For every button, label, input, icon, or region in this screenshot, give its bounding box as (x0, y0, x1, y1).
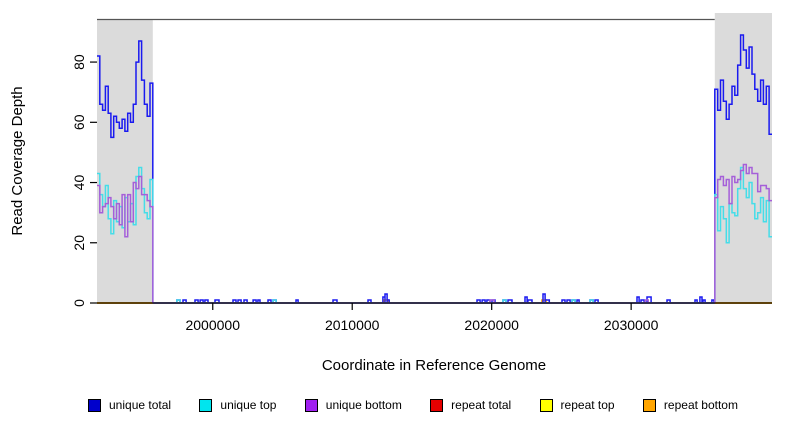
legend-label: unique total (109, 398, 172, 412)
legend-item: unique total (88, 398, 171, 412)
legend-swatch-icon (539, 398, 553, 412)
legend: unique total unique top unique bottom repea… (88, 398, 738, 412)
legend-item: unique top (199, 398, 276, 412)
y-tick-label: 20 (71, 235, 87, 251)
axes: 2000000 2010000 2020000 2030000 0 20 40 60 80 (71, 54, 772, 333)
series-unique-total (97, 34, 772, 304)
x-axis-title: Coordinate in Reference Genome (322, 357, 546, 374)
legend-swatch-icon (199, 398, 213, 412)
legend-label: unique top (220, 398, 277, 412)
legend-label: repeat bottom (663, 398, 738, 412)
legend-item: unique bottom (304, 398, 402, 412)
legend-swatch-icon (430, 398, 444, 412)
legend-swatch-icon (88, 398, 101, 412)
series-unique-bottom (97, 163, 772, 304)
legend-label: repeat top (560, 398, 615, 412)
shaded-region-left (97, 19, 153, 303)
y-tick-label: 60 (71, 114, 87, 130)
legend-swatch-icon (304, 398, 318, 412)
x-tick-label: 2010000 (325, 317, 380, 333)
legend-label: repeat total (451, 398, 512, 412)
y-tick-label: 80 (71, 54, 87, 70)
x-tick-label: 2000000 (185, 317, 240, 333)
series-lines (97, 34, 772, 304)
x-tick-label: 2030000 (604, 317, 659, 333)
y-tick-label: 0 (71, 299, 87, 307)
x-tick-label: 2020000 (464, 317, 519, 333)
y-tick-label: 40 (71, 175, 87, 191)
legend-item: repeat bottom (642, 398, 738, 412)
y-axis-title: Read Coverage Depth (9, 86, 26, 235)
legend-item: repeat total (430, 398, 511, 412)
shaded-region-right (714, 13, 772, 303)
series-unique-top (97, 166, 772, 304)
legend-item: repeat top (539, 398, 615, 412)
legend-label: unique bottom (325, 398, 402, 412)
shaded-regions (97, 13, 772, 303)
legend-swatch-icon (642, 398, 656, 412)
